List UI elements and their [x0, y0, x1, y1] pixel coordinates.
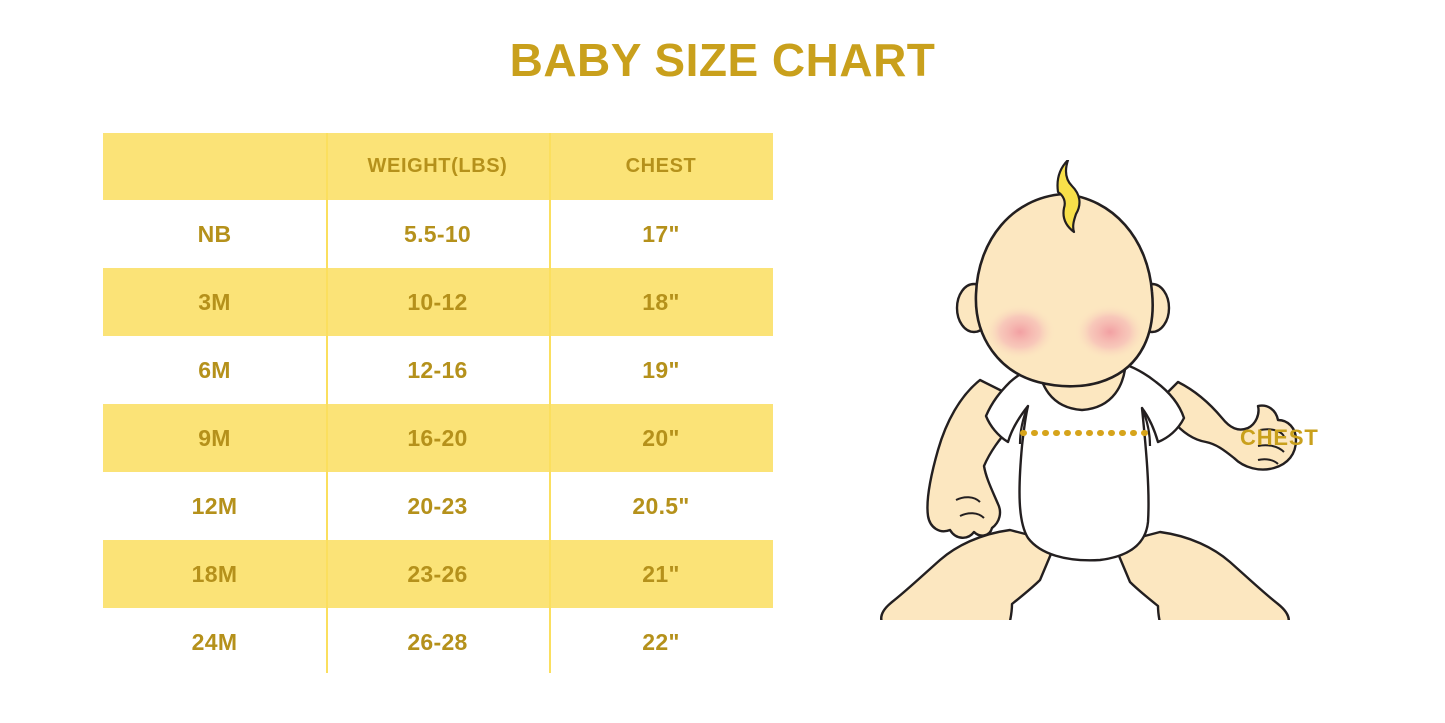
cell-weight: 10-12 [407, 288, 468, 315]
table-row: 6M 12-16 19" [103, 336, 773, 404]
cell-weight: 26-28 [407, 628, 468, 655]
right-leg [1112, 530, 1290, 620]
cell-size: 6M [198, 356, 231, 383]
cell-weight: 12-16 [407, 356, 468, 383]
cell-chest: 20" [642, 424, 680, 451]
table-row: NB 5.5-10 17" [103, 200, 773, 268]
left-cheek-blush [984, 304, 1056, 360]
column-divider-1 [326, 133, 328, 673]
hair-curl [1056, 160, 1081, 234]
table-row: 9M 16-20 20" [103, 404, 773, 472]
head [974, 192, 1154, 388]
cell-size: 12M [191, 492, 238, 519]
right-arm [1160, 380, 1298, 471]
cell-size: 24M [191, 628, 238, 655]
size-chart-table: WEIGHT(LBS) CHEST NB 5.5-10 17" 3M 10-12… [103, 133, 773, 676]
left-leg [880, 528, 1058, 620]
table-row: 24M 26-28 22" [103, 608, 773, 676]
cell-weight: 20-23 [407, 492, 468, 519]
cell-size: 3M [198, 288, 231, 315]
baby-illustration [860, 160, 1330, 620]
cell-weight: 5.5-10 [403, 220, 471, 247]
cell-weight: 16-20 [407, 424, 468, 451]
page-title: BABY SIZE CHART [509, 34, 936, 86]
cell-chest: 19" [642, 356, 680, 383]
cell-size: NB [197, 220, 232, 247]
chest-measurement-label: CHEST [1240, 425, 1319, 450]
table-row: 18M 23-26 21" [103, 540, 773, 608]
onesie-bodysuit [984, 354, 1186, 562]
baby-figure-svg [880, 160, 1298, 620]
header-cell-weight: WEIGHT(LBS) [367, 155, 508, 177]
right-cheek-blush [1074, 304, 1146, 360]
table-row: 12M 20-23 20.5" [103, 472, 773, 540]
header-cell-chest: CHEST [625, 155, 697, 177]
cell-size: 18M [191, 560, 238, 587]
cell-size: 9M [198, 424, 231, 451]
table-row: 3M 10-12 18" [103, 268, 773, 336]
cell-chest: 20.5" [632, 492, 690, 519]
cell-weight: 23-26 [407, 560, 468, 587]
cell-chest: 21" [642, 560, 680, 587]
column-divider-2 [549, 133, 551, 673]
cell-chest: 22" [642, 628, 680, 655]
cell-chest: 18" [642, 288, 680, 315]
table-header-row: WEIGHT(LBS) CHEST [103, 133, 773, 200]
cell-chest: 17" [642, 220, 680, 247]
